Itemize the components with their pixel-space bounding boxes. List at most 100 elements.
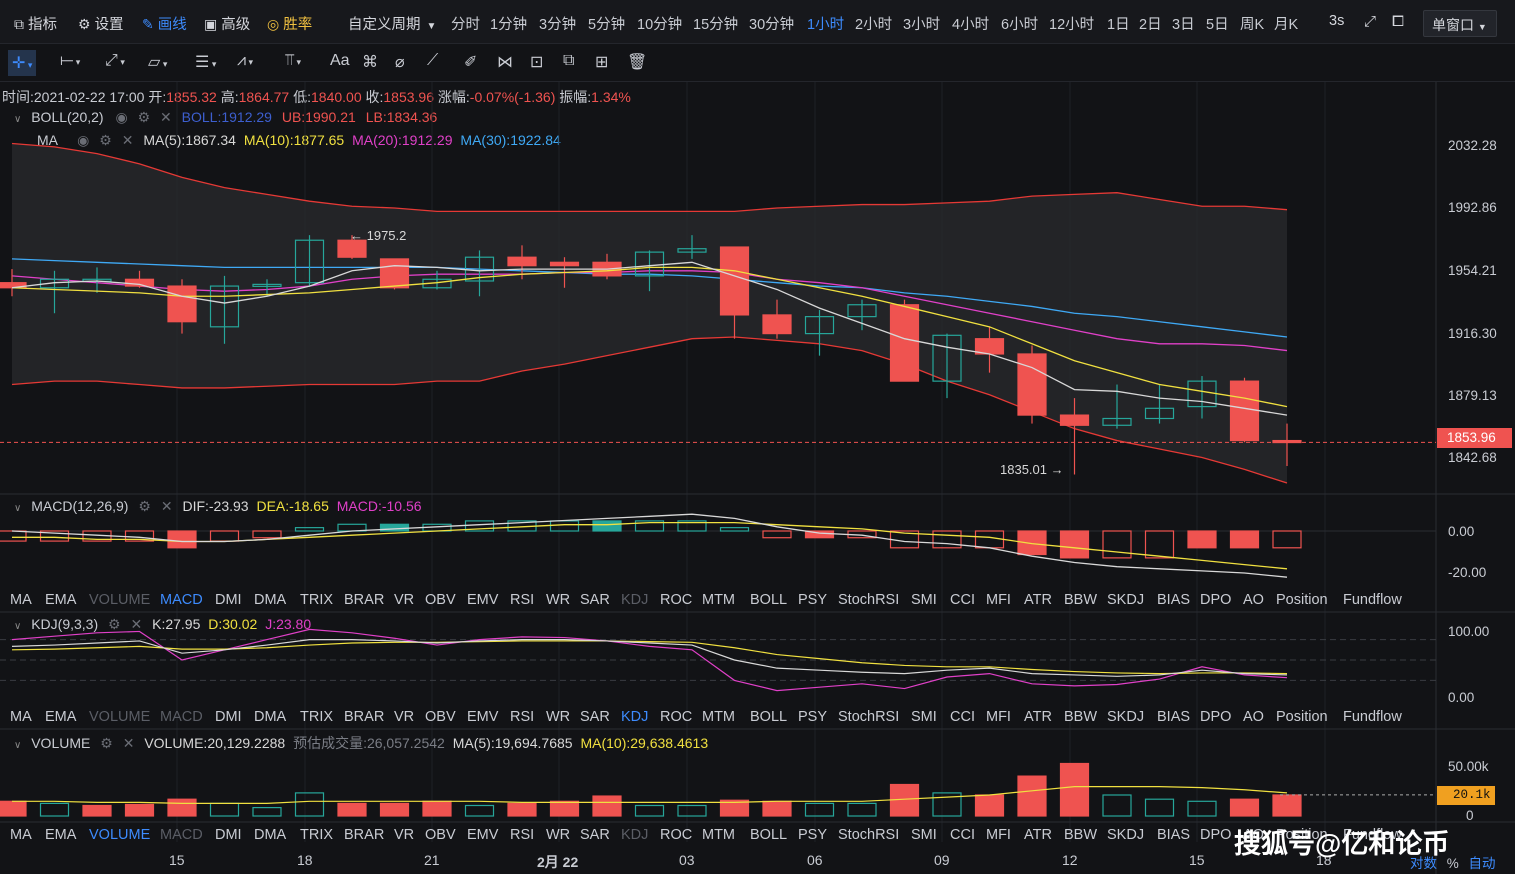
indicator-tab-trix[interactable]: TRIX bbox=[300, 592, 334, 608]
indicator-tab-vr[interactable]: VR bbox=[394, 709, 415, 725]
indicator-tab-brar[interactable]: BRAR bbox=[344, 709, 385, 725]
period-3[interactable]: 5分钟 bbox=[588, 17, 626, 33]
indicator-tab-psy[interactable]: PSY bbox=[798, 709, 828, 725]
indicator-tab-mtm[interactable]: MTM bbox=[702, 592, 736, 608]
trend-line-icon[interactable]: ⤢ ▾ bbox=[105, 52, 125, 69]
collapse-icon[interactable]: ∨ bbox=[14, 503, 22, 514]
indicator-tab-cci[interactable]: CCI bbox=[950, 827, 975, 843]
indicator-tab-obv[interactable]: OBV bbox=[425, 827, 456, 843]
indicator-tab-ma[interactable]: MA bbox=[10, 827, 32, 843]
indicator-tab-cci[interactable]: CCI bbox=[950, 709, 975, 725]
indicator-tab-dmi[interactable]: DMI bbox=[215, 592, 242, 608]
indicator-tab-skdj[interactable]: SKDJ bbox=[1107, 592, 1145, 608]
indicator-tab-sar[interactable]: SAR bbox=[580, 827, 610, 843]
indicator-tab-position[interactable]: Position bbox=[1276, 592, 1328, 608]
indicator-tab-obv[interactable]: OBV bbox=[425, 709, 456, 725]
indicator-tab-fundflow[interactable]: Fundflow bbox=[1343, 827, 1402, 843]
indicator-tab-ao[interactable]: AO bbox=[1243, 592, 1264, 608]
indicator-tab-ao[interactable]: AO bbox=[1243, 827, 1264, 843]
eye-icon[interactable]: ◉ bbox=[77, 132, 90, 148]
collapse-icon[interactable]: ∨ bbox=[14, 621, 22, 632]
indicator-tab-emv[interactable]: EMV bbox=[467, 709, 499, 725]
indicator-tab-dpo[interactable]: DPO bbox=[1200, 709, 1232, 725]
indicator-tab-stochrsi[interactable]: StochRSI bbox=[838, 827, 900, 843]
indicator-tab-dmi[interactable]: DMI bbox=[215, 709, 242, 725]
indicator-tab-smi[interactable]: SMI bbox=[911, 592, 937, 608]
indicator-tab-sar[interactable]: SAR bbox=[580, 709, 610, 725]
gear-icon[interactable]: ⚙ bbox=[108, 616, 121, 632]
indicator-tab-mfi[interactable]: MFI bbox=[986, 592, 1011, 608]
indicator-tab-skdj[interactable]: SKDJ bbox=[1107, 709, 1145, 725]
period-4[interactable]: 10分钟 bbox=[637, 17, 683, 33]
gear-icon[interactable]: ⚙ bbox=[137, 109, 151, 125]
wave-icon[interactable]: ⩘ ▾ bbox=[237, 52, 254, 69]
parallel-lines-icon[interactable]: ☰ ▾ bbox=[195, 54, 217, 71]
indicator-tab-rsi[interactable]: RSI bbox=[510, 827, 535, 843]
indicator-tab-volume[interactable]: VOLUME bbox=[89, 827, 151, 843]
advanced-button[interactable]: ▣ 高级 bbox=[204, 16, 251, 33]
drawing-button[interactable]: ✎ 画线 bbox=[142, 16, 187, 33]
indicator-tab-dma[interactable]: DMA bbox=[254, 592, 287, 608]
period-6[interactable]: 30分钟 bbox=[749, 17, 795, 33]
indicator-tab-obv[interactable]: OBV bbox=[425, 592, 456, 608]
indicator-tab-ema[interactable]: EMA bbox=[45, 592, 77, 608]
period-17[interactable]: 周K bbox=[1240, 17, 1265, 33]
indicator-tab-kdj[interactable]: KDJ bbox=[621, 827, 649, 843]
indicator-tab-wr[interactable]: WR bbox=[546, 709, 571, 725]
pattern-icon[interactable]: ⋈ bbox=[497, 54, 513, 71]
indicator-tab-dpo[interactable]: DPO bbox=[1200, 592, 1232, 608]
indicator-tab-position[interactable]: Position bbox=[1276, 827, 1328, 843]
window-mode-dropdown[interactable]: 单窗口 ▼ bbox=[1423, 10, 1497, 37]
eye-icon[interactable]: ◉ bbox=[115, 109, 128, 125]
indicator-tab-bbw[interactable]: BBW bbox=[1064, 827, 1098, 843]
collapse-icon[interactable]: ∨ bbox=[14, 740, 22, 751]
indicator-tab-macd[interactable]: MACD bbox=[160, 827, 203, 843]
indicator-tab-cci[interactable]: CCI bbox=[950, 592, 975, 608]
settings-button[interactable]: ⚙ 设置 bbox=[78, 16, 124, 33]
refresh-interval[interactable]: 3s bbox=[1329, 13, 1345, 29]
winrate-button[interactable]: ◎ 胜率 bbox=[267, 16, 313, 33]
period-11[interactable]: 6小时 bbox=[1001, 17, 1039, 33]
period-10[interactable]: 4小时 bbox=[952, 17, 990, 33]
indicator-tab-mtm[interactable]: MTM bbox=[702, 827, 736, 843]
close-icon[interactable]: ✕ bbox=[130, 616, 143, 632]
indicator-tab-atr[interactable]: ATR bbox=[1024, 827, 1052, 843]
period-7[interactable]: 1小时 bbox=[807, 17, 845, 33]
parallelogram-icon[interactable]: ▱ ▾ bbox=[148, 54, 168, 71]
custom-period-dropdown[interactable]: 自定义周期 ▼ bbox=[348, 17, 437, 33]
indicator-tab-stochrsi[interactable]: StochRSI bbox=[838, 592, 900, 608]
close-icon[interactable]: ✕ bbox=[160, 498, 173, 514]
indicator-tab-roc[interactable]: ROC bbox=[660, 827, 693, 843]
fib-icon[interactable]: ⫪ ▾ bbox=[285, 52, 302, 69]
indicator-tab-roc[interactable]: ROC bbox=[660, 709, 693, 725]
indicator-tab-wr[interactable]: WR bbox=[546, 827, 571, 843]
indicator-tab-emv[interactable]: EMV bbox=[467, 827, 499, 843]
indicator-tab-brar[interactable]: BRAR bbox=[344, 592, 385, 608]
indicator-tab-wr[interactable]: WR bbox=[546, 592, 571, 608]
indicator-tab-macd[interactable]: MACD bbox=[160, 592, 203, 608]
indicator-tab-volume[interactable]: VOLUME bbox=[89, 709, 151, 725]
indicator-tab-bbw[interactable]: BBW bbox=[1064, 709, 1098, 725]
indicator-tab-skdj[interactable]: SKDJ bbox=[1107, 827, 1145, 843]
log-scale-toggle[interactable]: 对数 bbox=[1410, 856, 1437, 871]
gear-icon[interactable]: ⚙ bbox=[100, 735, 113, 751]
indicator-tab-macd[interactable]: MACD bbox=[160, 709, 203, 725]
screenshot-icon[interactable]: ⊞ bbox=[595, 54, 609, 71]
ruler-icon[interactable]: ⟋ bbox=[427, 52, 439, 69]
indicator-tab-boll[interactable]: BOLL bbox=[750, 827, 788, 843]
indicator-tab-atr[interactable]: ATR bbox=[1024, 592, 1052, 608]
indicator-tab-dma[interactable]: DMA bbox=[254, 827, 287, 843]
period-14[interactable]: 2日 bbox=[1139, 17, 1162, 33]
brush-icon[interactable]: ⌘ bbox=[362, 54, 378, 71]
period-9[interactable]: 3小时 bbox=[903, 17, 941, 33]
indicator-tab-vr[interactable]: VR bbox=[394, 592, 415, 608]
collapse-icon[interactable]: ∨ bbox=[14, 114, 22, 125]
indicator-tab-rsi[interactable]: RSI bbox=[510, 592, 535, 608]
crosshair-icon[interactable]: ✛ ▾ bbox=[8, 50, 37, 76]
period-2[interactable]: 3分钟 bbox=[539, 17, 577, 33]
indicator-tab-ao[interactable]: AO bbox=[1243, 709, 1264, 725]
indicator-tab-psy[interactable]: PSY bbox=[798, 592, 828, 608]
indicator-tab-ema[interactable]: EMA bbox=[45, 709, 77, 725]
indicator-tab-boll[interactable]: BOLL bbox=[750, 592, 788, 608]
indicator-tab-vr[interactable]: VR bbox=[394, 827, 415, 843]
